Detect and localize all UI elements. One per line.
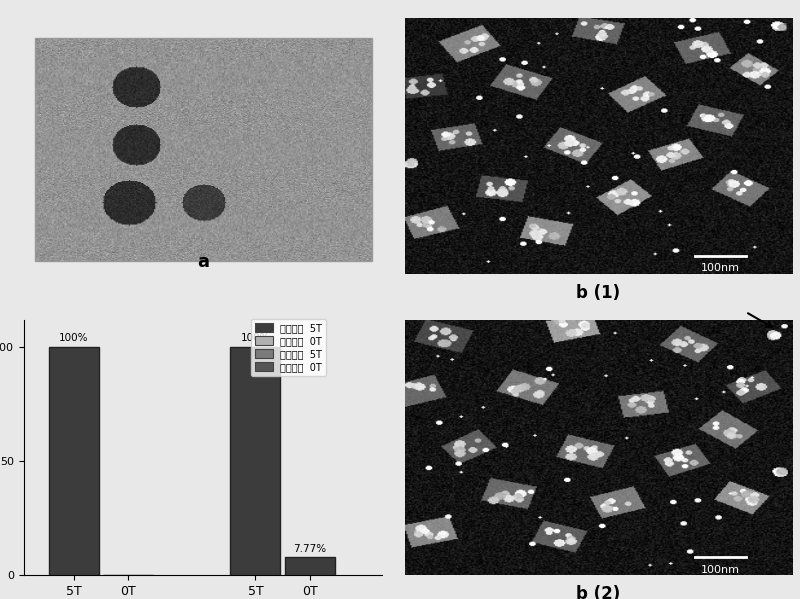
Text: 100%: 100% xyxy=(241,334,270,343)
Bar xyxy=(230,347,280,575)
Text: b (2): b (2) xyxy=(576,585,621,599)
Bar xyxy=(34,38,372,261)
Legend: 正面朝上  5T, 正面朝上  0T, 反面朝上  5T, 反面朝上  0T: 正面朝上 5T, 正面朝上 0T, 反面朝上 5T, 反面朝上 0T xyxy=(251,319,326,376)
Bar xyxy=(49,347,99,575)
Text: b (1): b (1) xyxy=(576,284,621,302)
Bar xyxy=(285,557,335,575)
Text: 7.77%: 7.77% xyxy=(294,544,326,554)
Text: a: a xyxy=(198,253,210,271)
Text: 100nm: 100nm xyxy=(701,264,740,273)
Text: 100nm: 100nm xyxy=(701,565,740,575)
Text: 100%: 100% xyxy=(59,334,89,343)
